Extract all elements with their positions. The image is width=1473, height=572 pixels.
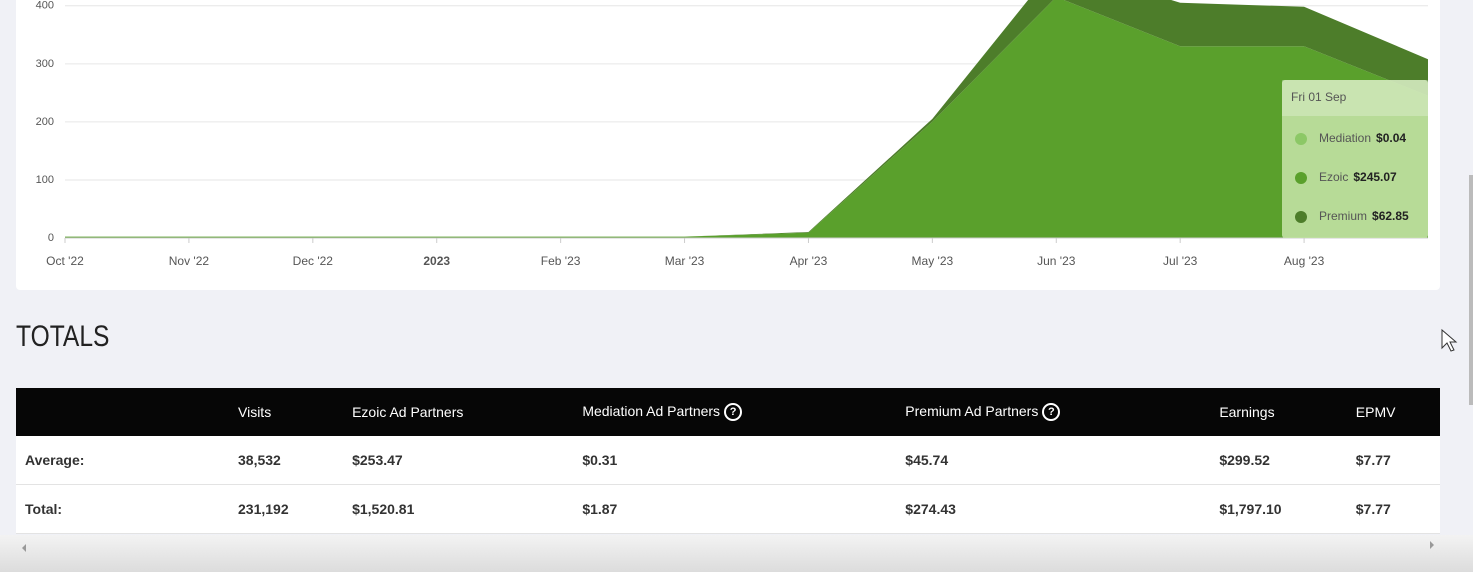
area (65, 0, 1428, 238)
area (65, 0, 1428, 237)
y-tick-label: 100 (36, 174, 54, 186)
tooltip-header (1282, 80, 1428, 116)
tooltip-dot (1295, 211, 1307, 223)
horizontal-scrollbar[interactable] (0, 535, 1473, 572)
tooltip-date: Fri 01 Sep (1291, 90, 1347, 104)
table-body: Average: 38,532 $253.47 $0.31 $45.74 $299.52 $… (16, 436, 1440, 534)
help-icon[interactable]: ? (724, 403, 743, 422)
series-name: Premium (1319, 209, 1367, 223)
header-cell: Visits (229, 388, 344, 436)
totals-table: Visits Ezoic Ad Partners Mediation Ad Part… (16, 388, 1440, 534)
series-name: Ezoic (1319, 170, 1348, 184)
header-cell: Mediation Ad Partners? (573, 388, 897, 436)
x-tick-label: Jul '23 (1163, 254, 1198, 268)
help-icon[interactable]: ? (1042, 403, 1061, 422)
y-tick-label: 200 (36, 116, 54, 128)
x-tick-label: Oct '22 (46, 254, 84, 268)
tooltip-entry: Premium $62.85 (1319, 209, 1409, 223)
x-tick-label: Apr '23 (790, 254, 828, 268)
column-header: Mediation Ad Partners (582, 402, 721, 419)
tooltip-value: $245.07 (1353, 170, 1397, 184)
cell: $274.43 (896, 484, 1211, 534)
series-name: Mediation (1319, 131, 1371, 145)
column-header: Premium Ad Partners (905, 402, 1039, 419)
cell: $299.52 (1210, 436, 1347, 485)
x-tick-label: Mar '23 (665, 254, 705, 268)
cell: $1.87 (573, 484, 897, 534)
tooltip-dot (1295, 172, 1307, 184)
tooltip-entry: Ezoic $245.07 (1319, 170, 1397, 184)
column-header: EPMV (1355, 404, 1396, 420)
x-tick-label: Aug '23 (1284, 254, 1325, 268)
table-row: Average: 38,532 $253.47 $0.31 $45.74 $299.52 $… (16, 436, 1440, 485)
cell: 231,192 (229, 484, 344, 534)
x-tick-label: Feb '23 (541, 254, 581, 268)
header-cell (16, 388, 229, 436)
row-label: Average: (16, 436, 229, 485)
header-cell: EPMV (1346, 388, 1440, 436)
x-tick-label: Jun '23 (1037, 254, 1076, 268)
cell: $7.77 (1346, 484, 1440, 534)
tooltip-dot (1295, 133, 1307, 145)
x-tick-label: Nov '22 (169, 254, 210, 268)
section-title: TOTALS (16, 320, 110, 353)
cell: $7.77 (1346, 436, 1440, 485)
tooltip-entry: Mediation $0.04 (1319, 131, 1406, 145)
y-tick-label: 400 (36, 0, 54, 12)
cursor (1441, 328, 1458, 352)
tooltip-value: $0.04 (1376, 131, 1406, 145)
column-header: Earnings (1219, 404, 1275, 420)
vertical-scrollbar[interactable] (1469, 175, 1473, 405)
header-cell: Premium Ad Partners? (896, 388, 1211, 436)
x-tick-label: 2023 (423, 254, 450, 268)
chart: 0 100 200 300 400 Oct '22 Nov '22 Dec '22 2023 Fe… (36, 0, 1428, 268)
y-tick-label: 0 (48, 232, 54, 244)
cell: $1,520.81 (343, 484, 574, 534)
column-header: Visits (238, 404, 272, 420)
cell: 38,532 (229, 436, 344, 485)
cell: $0.31 (573, 436, 897, 485)
x-tick-label: Dec '22 (293, 254, 334, 268)
tooltip-value: $62.85 (1372, 209, 1409, 223)
scroll-arrows (22, 541, 1434, 552)
cell: $45.74 (896, 436, 1211, 485)
header-cell: Earnings (1210, 388, 1347, 436)
x-tick-label: May '23 (912, 254, 954, 268)
y-tick-label: 300 (36, 58, 54, 70)
header-cell: Ezoic Ad Partners (343, 388, 574, 436)
cell: $253.47 (343, 436, 574, 485)
table-row: Total: 231,192 $1,520.81 $1.87 $274.43 $1,797… (16, 484, 1440, 534)
column-header: Ezoic Ad Partners (352, 404, 464, 420)
row-label: Total: (16, 484, 229, 534)
tooltip (1282, 80, 1428, 238)
header-row: Visits Ezoic Ad Partners Mediation Ad Part… (16, 388, 1440, 436)
cell: $1,797.10 (1210, 484, 1347, 534)
